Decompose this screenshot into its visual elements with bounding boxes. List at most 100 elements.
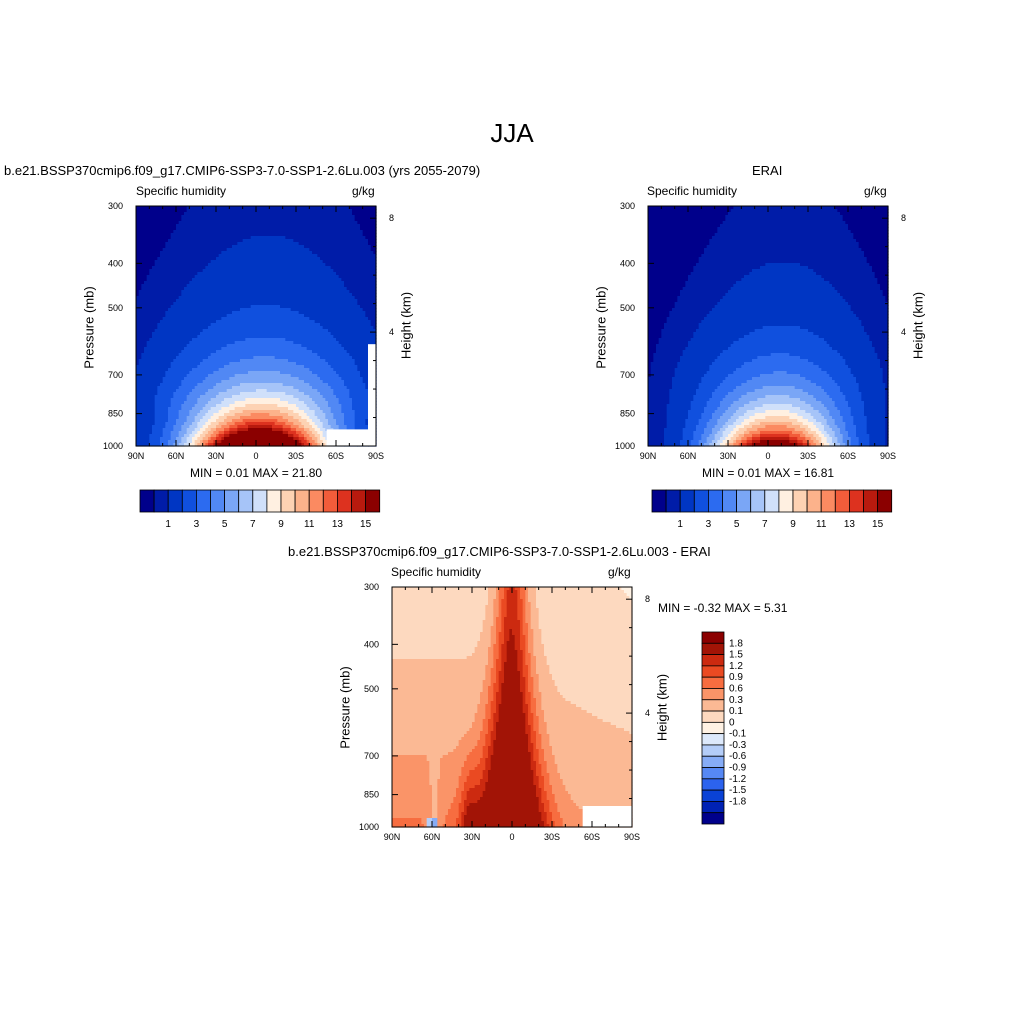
- y-tick-label: 850: [620, 409, 635, 419]
- panel-1-variable: Specific humidity: [136, 184, 227, 198]
- y-tick-label: 400: [620, 258, 635, 268]
- colorbar-3-swatch: [701, 654, 725, 667]
- colorbar-1-swatch: [294, 489, 310, 513]
- colorbar-3-label: 0.9: [729, 672, 743, 683]
- x-tick-label: 30S: [800, 451, 816, 461]
- y-tick-label: 1000: [103, 441, 123, 451]
- colorbar-1-swatch: [238, 489, 254, 513]
- panel-3-right-label: Height (km): [654, 673, 670, 742]
- colorbar-3-label: -1.8: [729, 796, 747, 807]
- colorbar-3-label: 1.2: [729, 661, 743, 672]
- colorbar-1-swatch: [365, 489, 381, 513]
- colorbar-3-label: 0.1: [729, 706, 743, 717]
- colorbar-2-swatch: [736, 489, 752, 513]
- colorbar-3-label: -0.6: [729, 751, 747, 762]
- colorbar-2-label: 11: [816, 519, 827, 530]
- colorbar-1-label: 13: [332, 519, 344, 530]
- colorbar-1-swatch: [153, 489, 169, 513]
- panel-2-plot: [648, 206, 889, 447]
- y-tick-label: 300: [364, 582, 379, 592]
- colorbar-2-swatch: [806, 489, 822, 513]
- panel-1-ylabel: Pressure (mb): [81, 286, 97, 369]
- panel-1-frame: [135, 205, 377, 447]
- height-tick-label: 8: [645, 594, 650, 604]
- panel-3-units: g/kg: [608, 565, 631, 579]
- colorbar-2-swatch: [849, 489, 864, 513]
- x-tick-label: 60N: [680, 451, 697, 461]
- colorbar-3-swatch: [701, 699, 725, 712]
- missing-data-region: [368, 344, 376, 446]
- colorbar-3-swatch: [701, 755, 725, 768]
- panel-3-ylabel: Pressure (mb): [337, 666, 353, 749]
- colorbar-2-label: 13: [844, 519, 856, 530]
- colorbar-2-swatch: [764, 489, 780, 513]
- y-tick-label: 500: [108, 303, 123, 313]
- colorbar-1-label: 7: [250, 519, 256, 530]
- colorbar-2-label: 9: [790, 519, 796, 530]
- height-tick-label: 8: [389, 213, 394, 223]
- colorbar-3-swatch: [701, 676, 725, 689]
- y-tick-label: 850: [364, 790, 379, 800]
- colorbar-3-swatch: [701, 631, 725, 644]
- colorbar-1-swatch: [195, 489, 211, 513]
- height-tick-label: 4: [389, 327, 394, 337]
- colorbar-1-swatch: [336, 489, 352, 513]
- x-tick-label: 30N: [720, 451, 737, 461]
- colorbar-1-swatch: [167, 489, 183, 513]
- colorbar-3-swatch: [701, 801, 725, 814]
- x-tick-label: 90S: [880, 451, 896, 461]
- y-tick-label: 850: [108, 409, 123, 419]
- colorbar-1-label: 11: [304, 519, 315, 530]
- y-tick-label: 300: [620, 201, 635, 211]
- colorbar-2-swatch: [693, 489, 709, 513]
- x-tick-label: 0: [765, 451, 770, 461]
- colorbar-1-swatch: [181, 489, 197, 513]
- colorbar-3-swatch: [701, 710, 725, 723]
- colorbar-1-swatch: [308, 489, 324, 513]
- panel-2-ylabel: Pressure (mb): [593, 286, 609, 369]
- panel-1-units: g/kg: [352, 184, 375, 198]
- x-tick-label: 0: [253, 451, 258, 461]
- colorbar-2-label: 15: [872, 519, 884, 530]
- x-tick-label: 90N: [128, 451, 145, 461]
- colorbar-3-swatch: [701, 744, 725, 757]
- panel-2-title: ERAI: [752, 163, 783, 178]
- panel-2-frame: [647, 205, 889, 447]
- x-tick-label: 60S: [584, 832, 600, 842]
- colorbar-3-label: 0.3: [729, 695, 743, 706]
- panel-3-plot: [392, 587, 633, 828]
- figure-title: JJA: [490, 118, 534, 148]
- colorbar-3-label: 0: [729, 717, 735, 728]
- colorbar-3-swatch: [701, 812, 725, 825]
- colorbar-3-swatch: [701, 778, 725, 791]
- colorbar-3-label: 0.6: [729, 683, 743, 694]
- colorbar-2-swatch: [834, 489, 850, 513]
- colorbar-3-label: -0.3: [729, 740, 747, 751]
- colorbar-2-swatch: [778, 489, 794, 513]
- colorbar-3-label: 1.5: [729, 650, 743, 661]
- colorbar-1-swatch: [266, 489, 282, 513]
- colorbar-3-swatch: [701, 733, 725, 746]
- colorbar-2-swatch: [863, 489, 879, 513]
- colorbar-1-swatch: [351, 489, 367, 513]
- height-tick-label: 4: [901, 327, 906, 337]
- colorbar-2-swatch: [679, 489, 695, 513]
- colorbar-3-label: -1.5: [729, 785, 747, 796]
- x-tick-label: 60N: [424, 832, 441, 842]
- colorbar-1-swatch: [139, 489, 155, 513]
- colorbar-1-swatch: [252, 489, 268, 513]
- colorbar-1-label: 9: [278, 519, 284, 530]
- colorbar-1-swatch: [224, 489, 240, 513]
- colorbar-2-swatch: [708, 489, 723, 513]
- x-tick-label: 30S: [288, 451, 304, 461]
- panel-3-title: b.e21.BSSP370cmip6.f09_g17.CMIP6-SSP3-7.…: [288, 544, 711, 559]
- x-tick-label: 90N: [640, 451, 657, 461]
- colorbar-3-label: -0.9: [729, 763, 747, 774]
- colorbar-1-label: 1: [165, 519, 171, 530]
- panel-2-right-label: Height (km): [910, 291, 926, 360]
- colorbar-2-label: 1: [677, 519, 683, 530]
- panel-3-frame: [391, 586, 633, 828]
- colorbar-2-label: 7: [762, 519, 768, 530]
- colorbar-3-label: -0.1: [729, 729, 747, 740]
